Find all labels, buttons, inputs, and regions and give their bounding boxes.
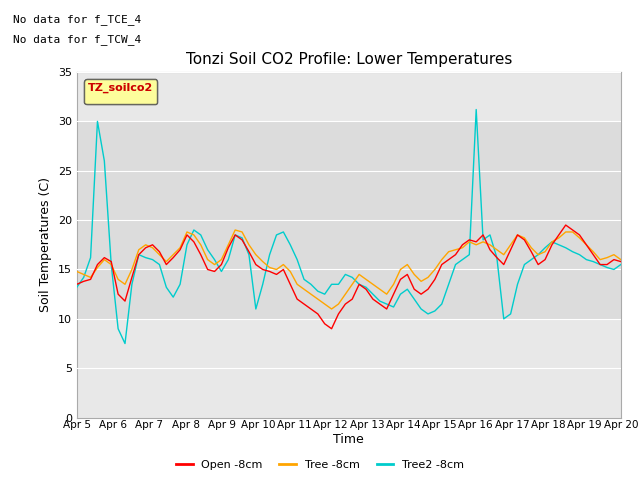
- Bar: [77, 121, 621, 319]
- X-axis label: Time: Time: [333, 433, 364, 446]
- Text: No data for f_TCW_4: No data for f_TCW_4: [13, 34, 141, 45]
- Text: No data for f_TCE_4: No data for f_TCE_4: [13, 14, 141, 25]
- Y-axis label: Soil Temperatures (C): Soil Temperatures (C): [39, 177, 52, 312]
- Title: Tonzi Soil CO2 Profile: Lower Temperatures: Tonzi Soil CO2 Profile: Lower Temperatur…: [186, 52, 512, 67]
- Legend: Open -8cm, Tree -8cm, Tree2 -8cm: Open -8cm, Tree -8cm, Tree2 -8cm: [172, 456, 468, 474]
- Legend: : [84, 79, 157, 105]
